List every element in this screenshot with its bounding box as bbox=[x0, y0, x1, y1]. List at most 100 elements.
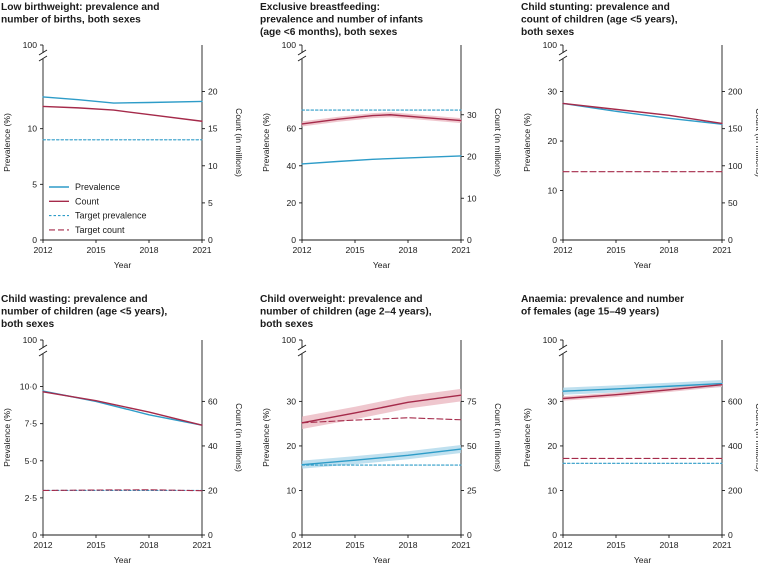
axis-break-mark bbox=[38, 344, 48, 351]
x-tick-label: 2018 bbox=[659, 245, 678, 255]
series-line-prevalence bbox=[562, 382, 723, 392]
x-tick-label: 2015 bbox=[86, 540, 105, 550]
x-tick-label: 2021 bbox=[192, 540, 211, 550]
y2-tick-label: 20 bbox=[208, 87, 218, 97]
y-tick-label: 100 bbox=[282, 335, 297, 345]
x-axis-label: Year bbox=[114, 260, 132, 270]
panel-title-line: Child stunting: prevalence and bbox=[521, 2, 670, 13]
x-tick-label: 2012 bbox=[33, 540, 52, 550]
y-tick-label: 0 bbox=[32, 530, 37, 540]
uncertainty-band-count bbox=[302, 112, 461, 127]
x-tick-label: 2015 bbox=[606, 540, 625, 550]
axis-break-mark bbox=[558, 55, 568, 62]
x-tick-label: 2021 bbox=[451, 245, 470, 255]
series-line-count bbox=[42, 391, 203, 426]
y-tick-label: 7·5 bbox=[25, 419, 38, 429]
panel-title-line: Exclusive breastfeeding: bbox=[260, 2, 380, 13]
panel-title-line: (age <6 months), both sexes bbox=[260, 27, 398, 38]
x-axis-label: Year bbox=[634, 555, 652, 565]
y-tick-label: 30 bbox=[547, 396, 557, 406]
x-axis-label: Year bbox=[373, 555, 391, 565]
x-tick-label: 2021 bbox=[192, 245, 211, 255]
legend-label: Count bbox=[75, 196, 100, 206]
axis-break-mark bbox=[558, 344, 568, 351]
y-tick-label: 0 bbox=[291, 235, 296, 245]
series-line-prevalence bbox=[301, 448, 462, 466]
x-tick-label: 2012 bbox=[553, 245, 572, 255]
x-tick-label: 2021 bbox=[451, 540, 470, 550]
x-tick-label: 2018 bbox=[398, 540, 417, 550]
y2-axis-label: Count (in millions) bbox=[754, 108, 758, 177]
x-tick-label: 2012 bbox=[292, 245, 311, 255]
x-tick-label: 2015 bbox=[606, 245, 625, 255]
x-axis-label: Year bbox=[634, 260, 652, 270]
panel-child-overweight: Child overweight: prevalence and number o… bbox=[260, 294, 503, 565]
x-axis-label: Year bbox=[373, 260, 391, 270]
legend-label: Target prevalence bbox=[75, 211, 147, 221]
series-line-count bbox=[301, 394, 462, 424]
x-tick-label: 2018 bbox=[139, 245, 158, 255]
axis-break-mark bbox=[38, 350, 48, 357]
panel-title-line: both sexes bbox=[521, 27, 575, 38]
y2-tick-label: 20 bbox=[208, 485, 218, 495]
panel-title-line: number of children (age 2–4 years), bbox=[260, 307, 432, 318]
y-axis-label: Prevalence (%) bbox=[2, 408, 12, 467]
series-line-prevalence bbox=[301, 155, 462, 165]
y-tick-label: 10 bbox=[547, 186, 557, 196]
x-tick-label: 2021 bbox=[712, 540, 731, 550]
y-tick-label: 10 bbox=[547, 485, 557, 495]
axis-break-mark bbox=[297, 55, 307, 62]
y2-tick-label: 0 bbox=[728, 530, 733, 540]
legend-label: Target count bbox=[75, 225, 125, 235]
y-tick-label: 100 bbox=[282, 40, 297, 50]
y-tick-label: 5·0 bbox=[25, 456, 38, 466]
y-tick-label: 20 bbox=[547, 441, 557, 451]
series-line-target-count bbox=[301, 417, 462, 424]
y-tick-label: 100 bbox=[543, 335, 558, 345]
x-tick-label: 2021 bbox=[712, 245, 731, 255]
y-tick-label: 40 bbox=[286, 161, 296, 171]
y-axis-label: Prevalence (%) bbox=[522, 408, 532, 467]
x-tick-label: 2018 bbox=[139, 540, 158, 550]
y-tick-label: 60 bbox=[286, 124, 296, 134]
panel-child-stunting: Child stunting: prevalence and count of c… bbox=[521, 2, 758, 270]
series-line-prevalence bbox=[42, 96, 203, 104]
x-tick-label: 2012 bbox=[33, 245, 52, 255]
y-tick-label: 20 bbox=[286, 441, 296, 451]
y2-tick-label: 20 bbox=[467, 152, 477, 162]
y2-axis-label: Count (in millions) bbox=[234, 403, 244, 472]
y2-tick-label: 10 bbox=[208, 161, 218, 171]
y2-tick-label: 30 bbox=[467, 110, 477, 120]
x-tick-label: 2012 bbox=[292, 540, 311, 550]
x-tick-label: 2012 bbox=[553, 540, 572, 550]
axis-break-mark bbox=[558, 49, 568, 56]
y2-tick-label: 5 bbox=[208, 198, 213, 208]
y2-tick-label: 0 bbox=[467, 530, 472, 540]
y2-axis-label: Count (in millions) bbox=[493, 403, 503, 472]
y2-tick-label: 200 bbox=[728, 485, 743, 495]
x-tick-label: 2015 bbox=[86, 245, 105, 255]
y2-tick-label: 60 bbox=[208, 396, 218, 406]
axis-break-mark bbox=[38, 49, 48, 56]
series-line-count bbox=[301, 114, 462, 125]
y-tick-label: 100 bbox=[23, 40, 38, 50]
axis-break-mark bbox=[558, 350, 568, 357]
x-tick-label: 2015 bbox=[345, 540, 364, 550]
y-tick-label: 10·0 bbox=[20, 382, 37, 392]
y-tick-label: 100 bbox=[23, 335, 38, 345]
y-axis-label: Prevalence (%) bbox=[261, 408, 271, 467]
y-tick-label: 5 bbox=[32, 179, 37, 189]
x-axis-label: Year bbox=[114, 555, 132, 565]
panel-title-line: number of births, both sexes bbox=[1, 15, 141, 26]
panel-title-line: number of children (age <5 years), bbox=[1, 307, 167, 318]
panel-title-line: both sexes bbox=[1, 319, 55, 330]
panel-title-line: of females (age 15–49 years) bbox=[521, 307, 659, 318]
y2-axis-label: Count (in millions) bbox=[234, 108, 244, 177]
y2-tick-label: 15 bbox=[208, 124, 218, 134]
x-tick-label: 2015 bbox=[345, 245, 364, 255]
y2-axis-label: Count (in millions) bbox=[754, 403, 758, 472]
axis-break-mark bbox=[297, 344, 307, 351]
panel-anaemia: Anaemia: prevalence and number of females… bbox=[521, 294, 758, 565]
legend-label: Prevalence bbox=[75, 182, 120, 192]
y-tick-label: 0 bbox=[552, 530, 557, 540]
